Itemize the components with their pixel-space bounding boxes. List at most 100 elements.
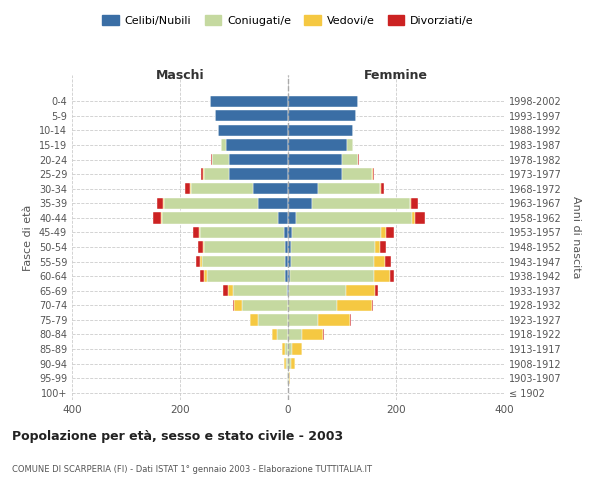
Bar bbox=[196, 256, 200, 267]
Bar bbox=[204, 270, 207, 282]
Bar bbox=[286, 358, 288, 369]
Bar bbox=[376, 285, 378, 296]
Bar bbox=[374, 256, 385, 267]
Bar bbox=[390, 270, 394, 282]
Bar bbox=[409, 198, 411, 209]
Bar bbox=[302, 328, 323, 340]
Bar bbox=[250, 314, 259, 326]
Bar bbox=[242, 300, 288, 311]
Bar bbox=[199, 226, 200, 238]
Bar bbox=[288, 198, 313, 209]
Bar bbox=[193, 226, 199, 238]
Bar bbox=[288, 372, 289, 384]
Bar bbox=[288, 168, 342, 180]
Bar bbox=[233, 300, 234, 311]
Bar bbox=[318, 314, 350, 326]
Bar bbox=[347, 140, 353, 150]
Y-axis label: Fasce di età: Fasce di età bbox=[23, 204, 33, 270]
Bar bbox=[285, 344, 288, 354]
Bar bbox=[229, 154, 288, 165]
Bar bbox=[286, 256, 288, 267]
Bar bbox=[290, 358, 295, 369]
Bar bbox=[284, 226, 288, 238]
Bar bbox=[288, 358, 290, 369]
Bar bbox=[288, 183, 318, 194]
Bar bbox=[200, 226, 284, 238]
Bar bbox=[212, 154, 229, 165]
Text: Maschi: Maschi bbox=[155, 70, 205, 82]
Bar bbox=[233, 285, 287, 296]
Bar bbox=[161, 212, 162, 224]
Bar bbox=[350, 314, 351, 326]
Bar bbox=[337, 300, 372, 311]
Bar bbox=[290, 270, 374, 282]
Bar bbox=[164, 198, 259, 209]
Bar bbox=[200, 168, 203, 180]
Bar bbox=[207, 270, 286, 282]
Bar bbox=[288, 124, 353, 136]
Bar bbox=[288, 212, 296, 224]
Bar bbox=[290, 256, 374, 267]
Bar bbox=[203, 168, 204, 180]
Bar bbox=[215, 110, 288, 122]
Bar bbox=[211, 154, 212, 165]
Bar bbox=[185, 183, 190, 194]
Bar bbox=[288, 110, 355, 122]
Bar bbox=[234, 300, 242, 311]
Bar bbox=[386, 226, 394, 238]
Bar bbox=[199, 242, 203, 252]
Bar bbox=[296, 212, 412, 224]
Text: Femmine: Femmine bbox=[364, 70, 428, 82]
Bar bbox=[202, 256, 286, 267]
Bar bbox=[288, 300, 337, 311]
Bar bbox=[163, 198, 164, 209]
Bar bbox=[253, 183, 288, 194]
Legend: Celibi/Nubili, Coniugati/e, Vedovi/e, Divorziati/e: Celibi/Nubili, Coniugati/e, Vedovi/e, Di… bbox=[98, 10, 478, 30]
Bar bbox=[204, 168, 229, 180]
Bar bbox=[346, 285, 376, 296]
Bar bbox=[288, 285, 289, 296]
Bar bbox=[288, 140, 347, 150]
Bar bbox=[162, 212, 278, 224]
Bar bbox=[323, 328, 324, 340]
Bar bbox=[289, 285, 346, 296]
Bar bbox=[288, 270, 290, 282]
Bar bbox=[374, 270, 390, 282]
Bar bbox=[380, 242, 386, 252]
Text: Popolazione per età, sesso e stato civile - 2003: Popolazione per età, sesso e stato civil… bbox=[12, 430, 343, 443]
Bar bbox=[278, 212, 288, 224]
Bar bbox=[372, 168, 373, 180]
Bar bbox=[291, 242, 375, 252]
Bar bbox=[190, 183, 191, 194]
Bar bbox=[221, 140, 226, 150]
Bar bbox=[285, 242, 288, 252]
Bar bbox=[191, 183, 253, 194]
Bar bbox=[372, 300, 373, 311]
Bar bbox=[284, 358, 286, 369]
Bar bbox=[288, 154, 342, 165]
Bar bbox=[272, 328, 277, 340]
Bar bbox=[259, 314, 288, 326]
Bar bbox=[318, 183, 380, 194]
Bar bbox=[282, 344, 285, 354]
Bar bbox=[292, 226, 382, 238]
Bar bbox=[288, 226, 292, 238]
Bar bbox=[342, 154, 358, 165]
Bar bbox=[203, 242, 204, 252]
Bar bbox=[289, 372, 290, 384]
Bar bbox=[342, 168, 372, 180]
Bar bbox=[313, 198, 409, 209]
Bar bbox=[153, 212, 161, 224]
Bar bbox=[210, 96, 288, 107]
Bar bbox=[385, 256, 391, 267]
Bar bbox=[288, 344, 292, 354]
Bar bbox=[412, 212, 415, 224]
Bar bbox=[287, 372, 288, 384]
Bar bbox=[411, 198, 418, 209]
Bar bbox=[288, 256, 290, 267]
Bar bbox=[415, 212, 425, 224]
Bar bbox=[200, 256, 202, 267]
Bar bbox=[288, 328, 302, 340]
Bar bbox=[375, 242, 380, 252]
Bar bbox=[288, 96, 358, 107]
